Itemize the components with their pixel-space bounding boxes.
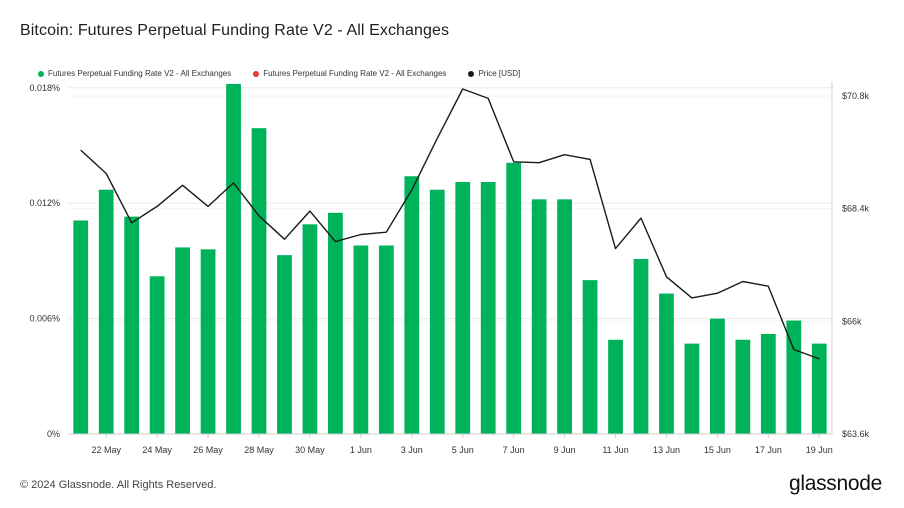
funding-rate-bar [633, 258, 649, 434]
funding-rate-bar [531, 199, 547, 434]
x-tick-label: 13 Jun [653, 445, 680, 455]
y-left-tick-label: 0.012% [29, 198, 60, 208]
funding-rate-bar [557, 199, 572, 434]
legend-item-funding-green[interactable]: Futures Perpetual Funding Rate V2 - All … [38, 69, 231, 78]
bar-series [73, 83, 827, 435]
y-right-tick-label: $63.6k [842, 429, 870, 439]
x-tick-label: 22 May [91, 445, 121, 455]
y-right-tick-label: $70.8k [842, 91, 870, 101]
funding-rate-bar [73, 220, 89, 434]
funding-rate-bar [659, 293, 674, 434]
x-tick-label: 5 Jun [452, 445, 474, 455]
funding-rate-bar [200, 249, 216, 434]
legend-label: Futures Perpetual Funding Rate V2 - All … [48, 69, 232, 78]
funding-rate-bar [98, 189, 114, 434]
funding-rate-bar [608, 339, 623, 434]
chart-title: Bitcoin: Futures Perpetual Funding Rate … [20, 22, 450, 39]
funding-rate-bar [124, 216, 140, 434]
x-tick-label: 9 Jun [554, 445, 576, 455]
funding-rate-bar [175, 247, 190, 434]
x-tick-label: 7 Jun [503, 445, 525, 455]
funding-rate-bar [353, 245, 369, 434]
legend-item-funding-red[interactable]: Futures Perpetual Funding Rate V2 - All … [253, 69, 446, 78]
y-left-tick-label: 0.006% [29, 314, 60, 324]
x-tick-label: 3 Jun [401, 445, 423, 455]
funding-rate-bar [429, 189, 445, 434]
y-left-tick-label: 0% [47, 429, 60, 439]
price-line [80, 88, 820, 360]
x-tick-label: 15 Jun [704, 445, 731, 455]
x-tick-label: 26 May [193, 445, 223, 455]
funding-rate-bar [378, 245, 394, 434]
funding-rate-bar [226, 83, 241, 435]
x-tick-label: 28 May [244, 445, 274, 455]
y-left-tick-label: 0.018% [29, 83, 60, 93]
funding-rate-bar [149, 276, 165, 434]
funding-rate-bar [302, 224, 318, 434]
x-tick-label: 17 Jun [755, 445, 782, 455]
funding-rate-bar [328, 212, 343, 434]
funding-rate-bar [735, 339, 751, 434]
funding-rate-bar [811, 343, 827, 434]
x-tick-label: 24 May [142, 445, 172, 455]
axes: 0% 0.006% 0.012% 0.018% $63.6k $66k $68.4k $70.… [29, 82, 870, 455]
x-tick-label: 1 Jun [350, 445, 372, 455]
legend-dot-icon [468, 70, 475, 77]
price-line-series [80, 88, 820, 360]
legend-label: Futures Perpetual Funding Rate V2 - All … [263, 69, 447, 78]
funding-rate-bar [455, 182, 471, 434]
funding-rate-bar [760, 333, 776, 434]
funding-rate-bar [251, 128, 267, 434]
legend-item-price[interactable]: Price [USD] [468, 69, 520, 78]
legend-dot-icon [38, 70, 44, 77]
legend: Futures Perpetual Funding Rate V2 - All … [38, 69, 520, 78]
x-tick-label: 19 Jun [806, 445, 833, 455]
copyright-footer: © 2024 Glassnode. All Rights Reserved. [20, 479, 217, 491]
funding-rate-bar [582, 280, 598, 434]
funding-rate-bar [277, 255, 292, 434]
y-right-tick-label: $66k [842, 316, 862, 326]
funding-rate-bar [506, 162, 522, 435]
brand-logo[interactable]: glassnode [788, 472, 882, 495]
y-right-tick-label: $68.4k [842, 204, 870, 214]
legend-label: Price [USD] [478, 69, 521, 78]
x-tick-label: 30 May [295, 445, 325, 455]
x-tick-label: 11 Jun [602, 445, 628, 455]
legend-dot-icon [253, 70, 260, 77]
funding-rate-bar [710, 318, 725, 434]
funding-rate-bar [684, 343, 700, 434]
funding-rate-bar [404, 176, 420, 434]
funding-rate-bar [480, 182, 496, 434]
funding-rate-bar [786, 320, 802, 434]
